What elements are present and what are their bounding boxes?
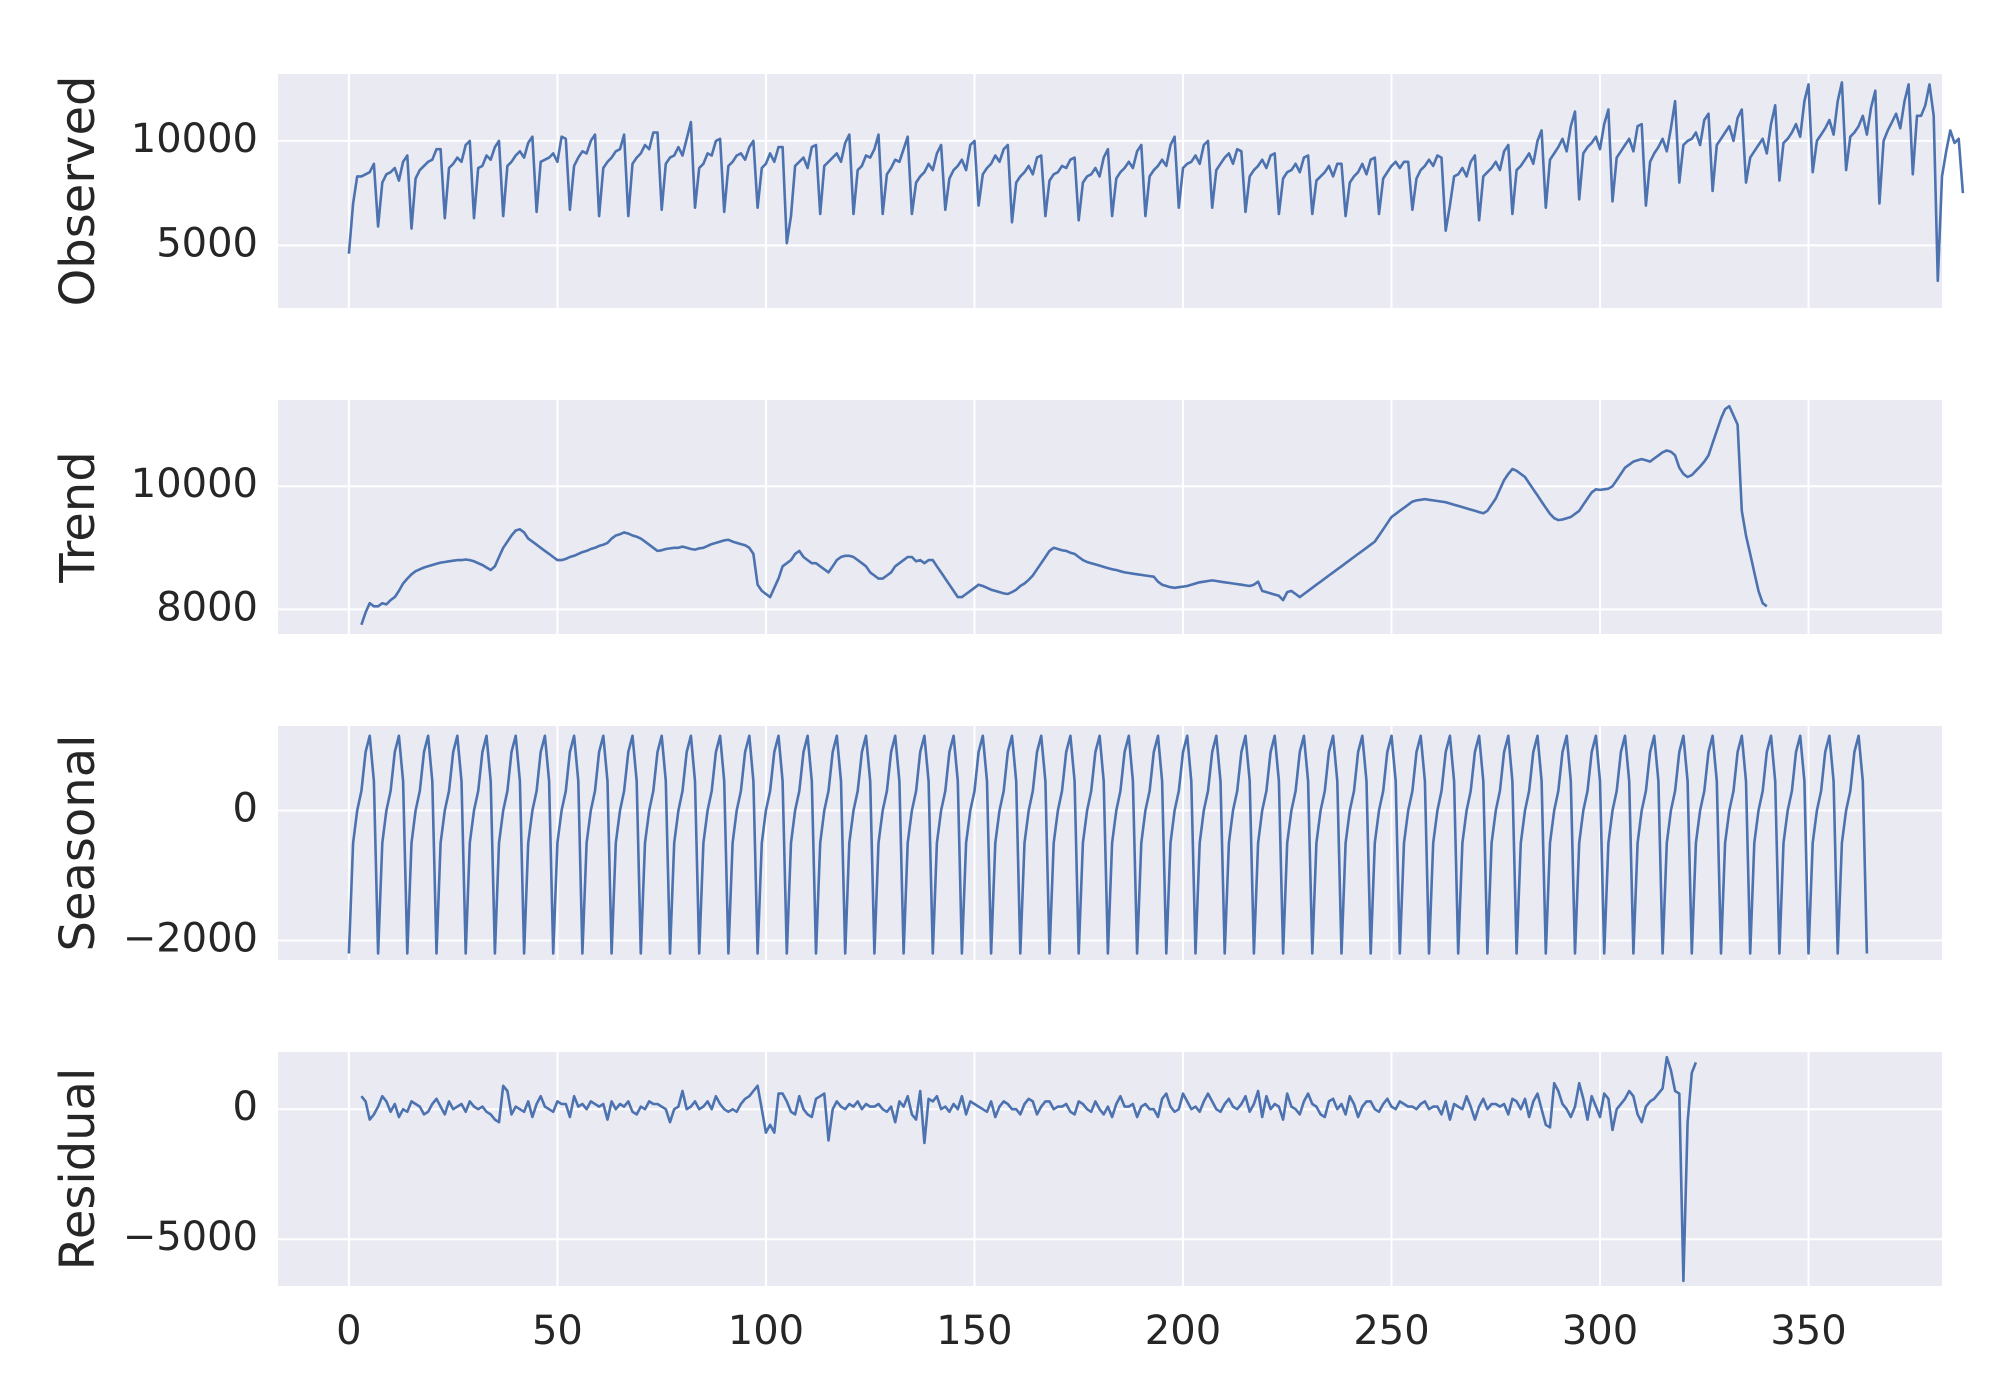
panel-seasonal: −2000 0 Seasonal: [50, 726, 1942, 962]
y-tick-label: −5000: [123, 1214, 258, 1260]
series-line-seasonal: [347, 734, 1869, 955]
x-axis: 0 50 100 150 200 250 300 350: [336, 1308, 1847, 1354]
y-tick-label: 0: [233, 786, 258, 832]
y-axis-label: Seasonal: [50, 735, 106, 952]
y-tick-label: 0: [233, 1084, 258, 1130]
series-line-trend: [360, 404, 1768, 626]
y-axis-label: Trend: [50, 451, 106, 583]
x-tick-label: 50: [532, 1308, 583, 1354]
plot-background: [278, 400, 1942, 634]
plot-background: [278, 1052, 1942, 1286]
x-tick-label: 350: [1770, 1308, 1846, 1354]
x-tick-label: 0: [336, 1308, 361, 1354]
y-tick-label: 10000: [131, 116, 258, 162]
y-tick-label: 10000: [131, 461, 258, 507]
panel-observed: 5000 10000 Observed: [50, 74, 1965, 308]
panel-residual: −5000 0 Residual: [50, 1052, 1942, 1286]
y-tick-label: −2000: [123, 916, 258, 962]
x-tick-label: 300: [1562, 1308, 1638, 1354]
y-axis-label: Residual: [50, 1068, 106, 1271]
x-tick-label: 150: [936, 1308, 1012, 1354]
series-line-observed: [347, 81, 1965, 283]
series-line-residual: [360, 1055, 1698, 1283]
y-axis-label: Observed: [50, 76, 106, 307]
y-tick-label: 5000: [156, 220, 258, 266]
x-tick-label: 100: [728, 1308, 804, 1354]
x-tick-label: 200: [1145, 1308, 1221, 1354]
y-tick-label: 8000: [156, 584, 258, 630]
panel-trend: 8000 10000 Trend: [50, 400, 1942, 634]
x-tick-label: 250: [1353, 1308, 1429, 1354]
